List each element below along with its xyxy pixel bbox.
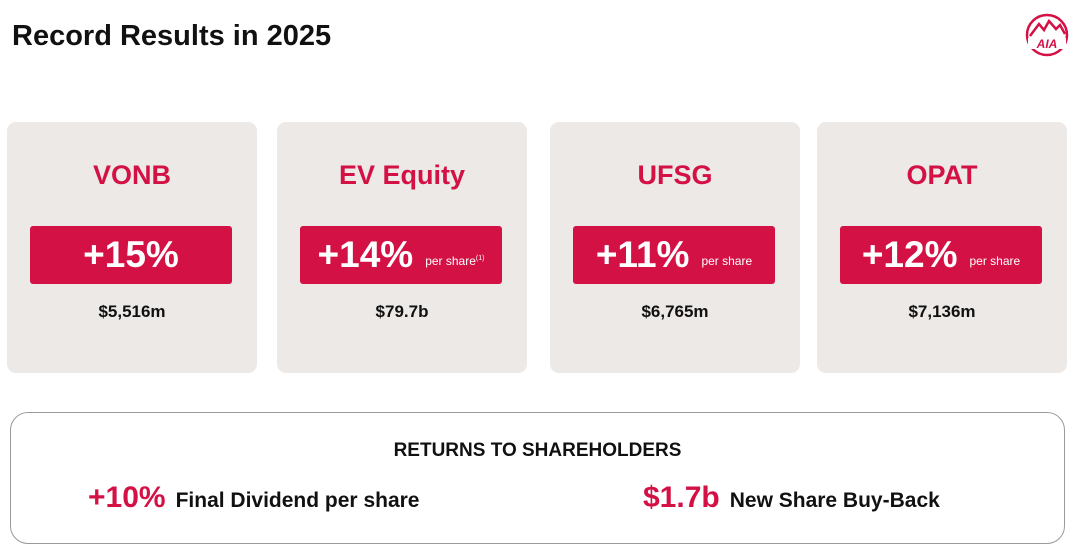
return-item: $1.7b New Share Buy-Back <box>643 481 940 515</box>
logo: AIA <box>1025 13 1069 57</box>
growth-basis: per share <box>701 254 752 268</box>
card-value: $6,765m <box>641 302 709 321</box>
return-value: +10% <box>88 481 166 514</box>
growth-box: +12% per share <box>840 226 1042 284</box>
metric-card: OPAT +12% per share $7,136m <box>817 122 1067 373</box>
logo-band <box>1028 38 1066 49</box>
card-value: $5,516m <box>98 302 166 321</box>
logo-mountains <box>1029 18 1067 37</box>
return-label: Final Dividend per share <box>175 489 420 512</box>
card-value: $7,136m <box>908 302 976 321</box>
logo-ring <box>1025 13 1069 57</box>
metric-card: UFSG +11% per share $6,765m <box>550 122 800 373</box>
logo-text: AIA <box>1036 37 1058 51</box>
metric-card: EV Equity +14% per share(1) $79.7b <box>277 122 527 373</box>
growth-box: +15% <box>30 226 232 284</box>
growth-value: +12% <box>861 234 958 275</box>
growth-basis: per share <box>969 254 1020 268</box>
return-value: $1.7b <box>643 481 720 514</box>
card-title: OPAT <box>906 160 978 190</box>
growth-box: +14% per share(1) <box>300 226 502 284</box>
card-title: UFSG <box>637 160 713 190</box>
basis-text: per share <box>701 254 753 268</box>
return-item: +10% Final Dividend per share <box>88 481 419 515</box>
card-title: EV Equity <box>338 160 466 190</box>
basis-text: per share <box>425 254 476 268</box>
growth-value: +14% <box>317 234 414 275</box>
basis-text: per share <box>969 254 1021 268</box>
card-value: $79.7b <box>375 302 429 321</box>
footnote-marker: (1) <box>475 255 485 262</box>
slide-title: Record Results in 2025 <box>12 20 332 52</box>
returns-panel: RETURNS TO SHAREHOLDERS +10% Final Divid… <box>10 412 1065 544</box>
metric-card: VONB +15% $5,516m <box>7 122 257 373</box>
growth-value: +15% <box>83 234 179 275</box>
growth-value: +11% <box>595 234 690 275</box>
returns-title: RETURNS TO SHAREHOLDERS <box>393 440 682 461</box>
card-title: VONB <box>92 160 171 190</box>
growth-basis: per share(1) <box>425 254 484 268</box>
return-label: New Share Buy-Back <box>729 489 940 512</box>
growth-box: +11% per share <box>573 226 775 284</box>
